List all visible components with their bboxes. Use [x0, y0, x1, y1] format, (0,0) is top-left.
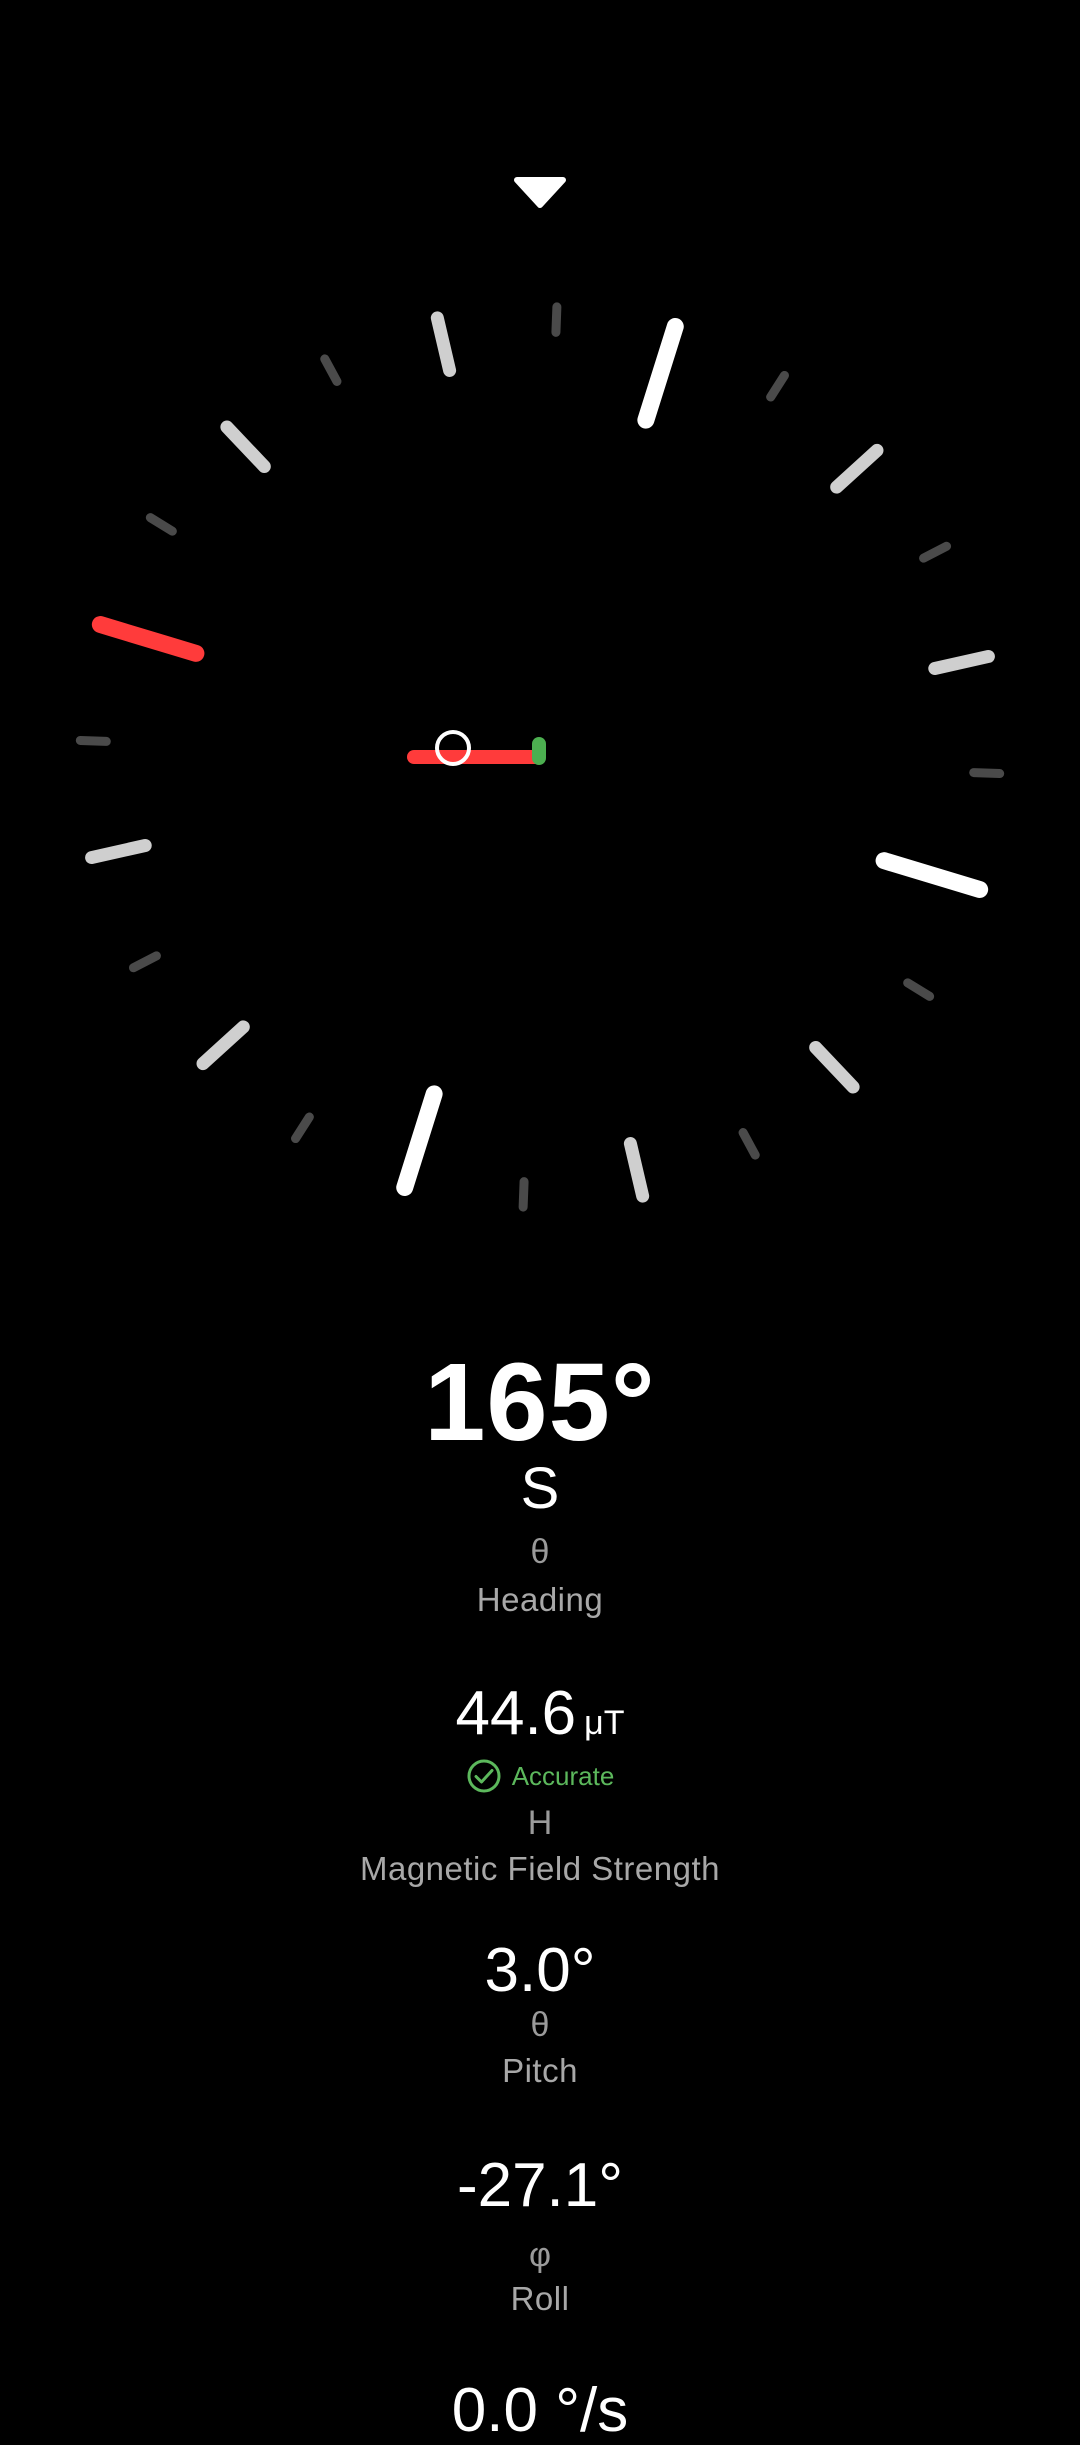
minor-tick — [75, 735, 111, 746]
heading-value: 165° — [424, 1341, 656, 1464]
major-tick — [928, 649, 995, 675]
roll-label: Roll — [510, 2280, 570, 2317]
major-tick — [830, 443, 884, 494]
cardinal-tick — [875, 852, 989, 898]
magnetic-label: Magnetic Field Strength — [359, 1850, 720, 1887]
minor-tick — [919, 541, 952, 563]
major-tick — [220, 420, 271, 473]
check-circle-icon — [467, 1759, 501, 1793]
magnetic-value: 44.6 — [455, 1679, 577, 1748]
minor-tick — [738, 1128, 760, 1160]
minor-tick — [551, 302, 562, 337]
magnetic-unit: μT — [584, 1704, 625, 1742]
angular-rate-value: 0.0 °/s — [451, 2376, 629, 2445]
minor-tick — [903, 978, 935, 1001]
north-tick — [91, 616, 205, 662]
pitch-label: Pitch — [502, 2052, 578, 2089]
minor-tick — [291, 1112, 314, 1144]
cardinal-tick — [637, 318, 684, 429]
cardinal-tick — [396, 1085, 443, 1196]
compass-dial — [75, 177, 1005, 1212]
accuracy-label: Accurate — [511, 1761, 615, 1791]
accuracy-status: Accurate — [0, 1758, 1080, 1794]
heading-label: Heading — [476, 1581, 604, 1618]
heading-direction: S — [520, 1456, 560, 1521]
minor-tick — [128, 951, 161, 973]
minor-tick — [766, 370, 789, 402]
roll-value: -27.1° — [456, 2151, 624, 2220]
minor-tick — [145, 513, 177, 536]
major-tick — [196, 1020, 250, 1071]
major-tick — [809, 1041, 860, 1094]
major-tick — [85, 839, 152, 865]
major-tick — [623, 1137, 650, 1203]
level-bubble-icon — [435, 730, 471, 766]
roll-symbol: φ — [528, 2236, 552, 2274]
pitch-symbol: θ — [530, 2006, 550, 2044]
minor-tick — [969, 768, 1005, 779]
minor-tick — [320, 354, 342, 386]
pitch-value: 3.0° — [484, 1936, 596, 2005]
magnetic-strength: 44.6 μT — [0, 1683, 1080, 1745]
heading-pointer-icon — [514, 177, 566, 208]
major-tick — [430, 311, 457, 377]
minor-tick — [518, 1177, 529, 1212]
magnetic-symbol: H — [527, 1804, 553, 1842]
compass-ticks — [75, 302, 1005, 1212]
level-indicator — [407, 730, 546, 766]
heading-symbol: θ — [530, 1533, 550, 1571]
